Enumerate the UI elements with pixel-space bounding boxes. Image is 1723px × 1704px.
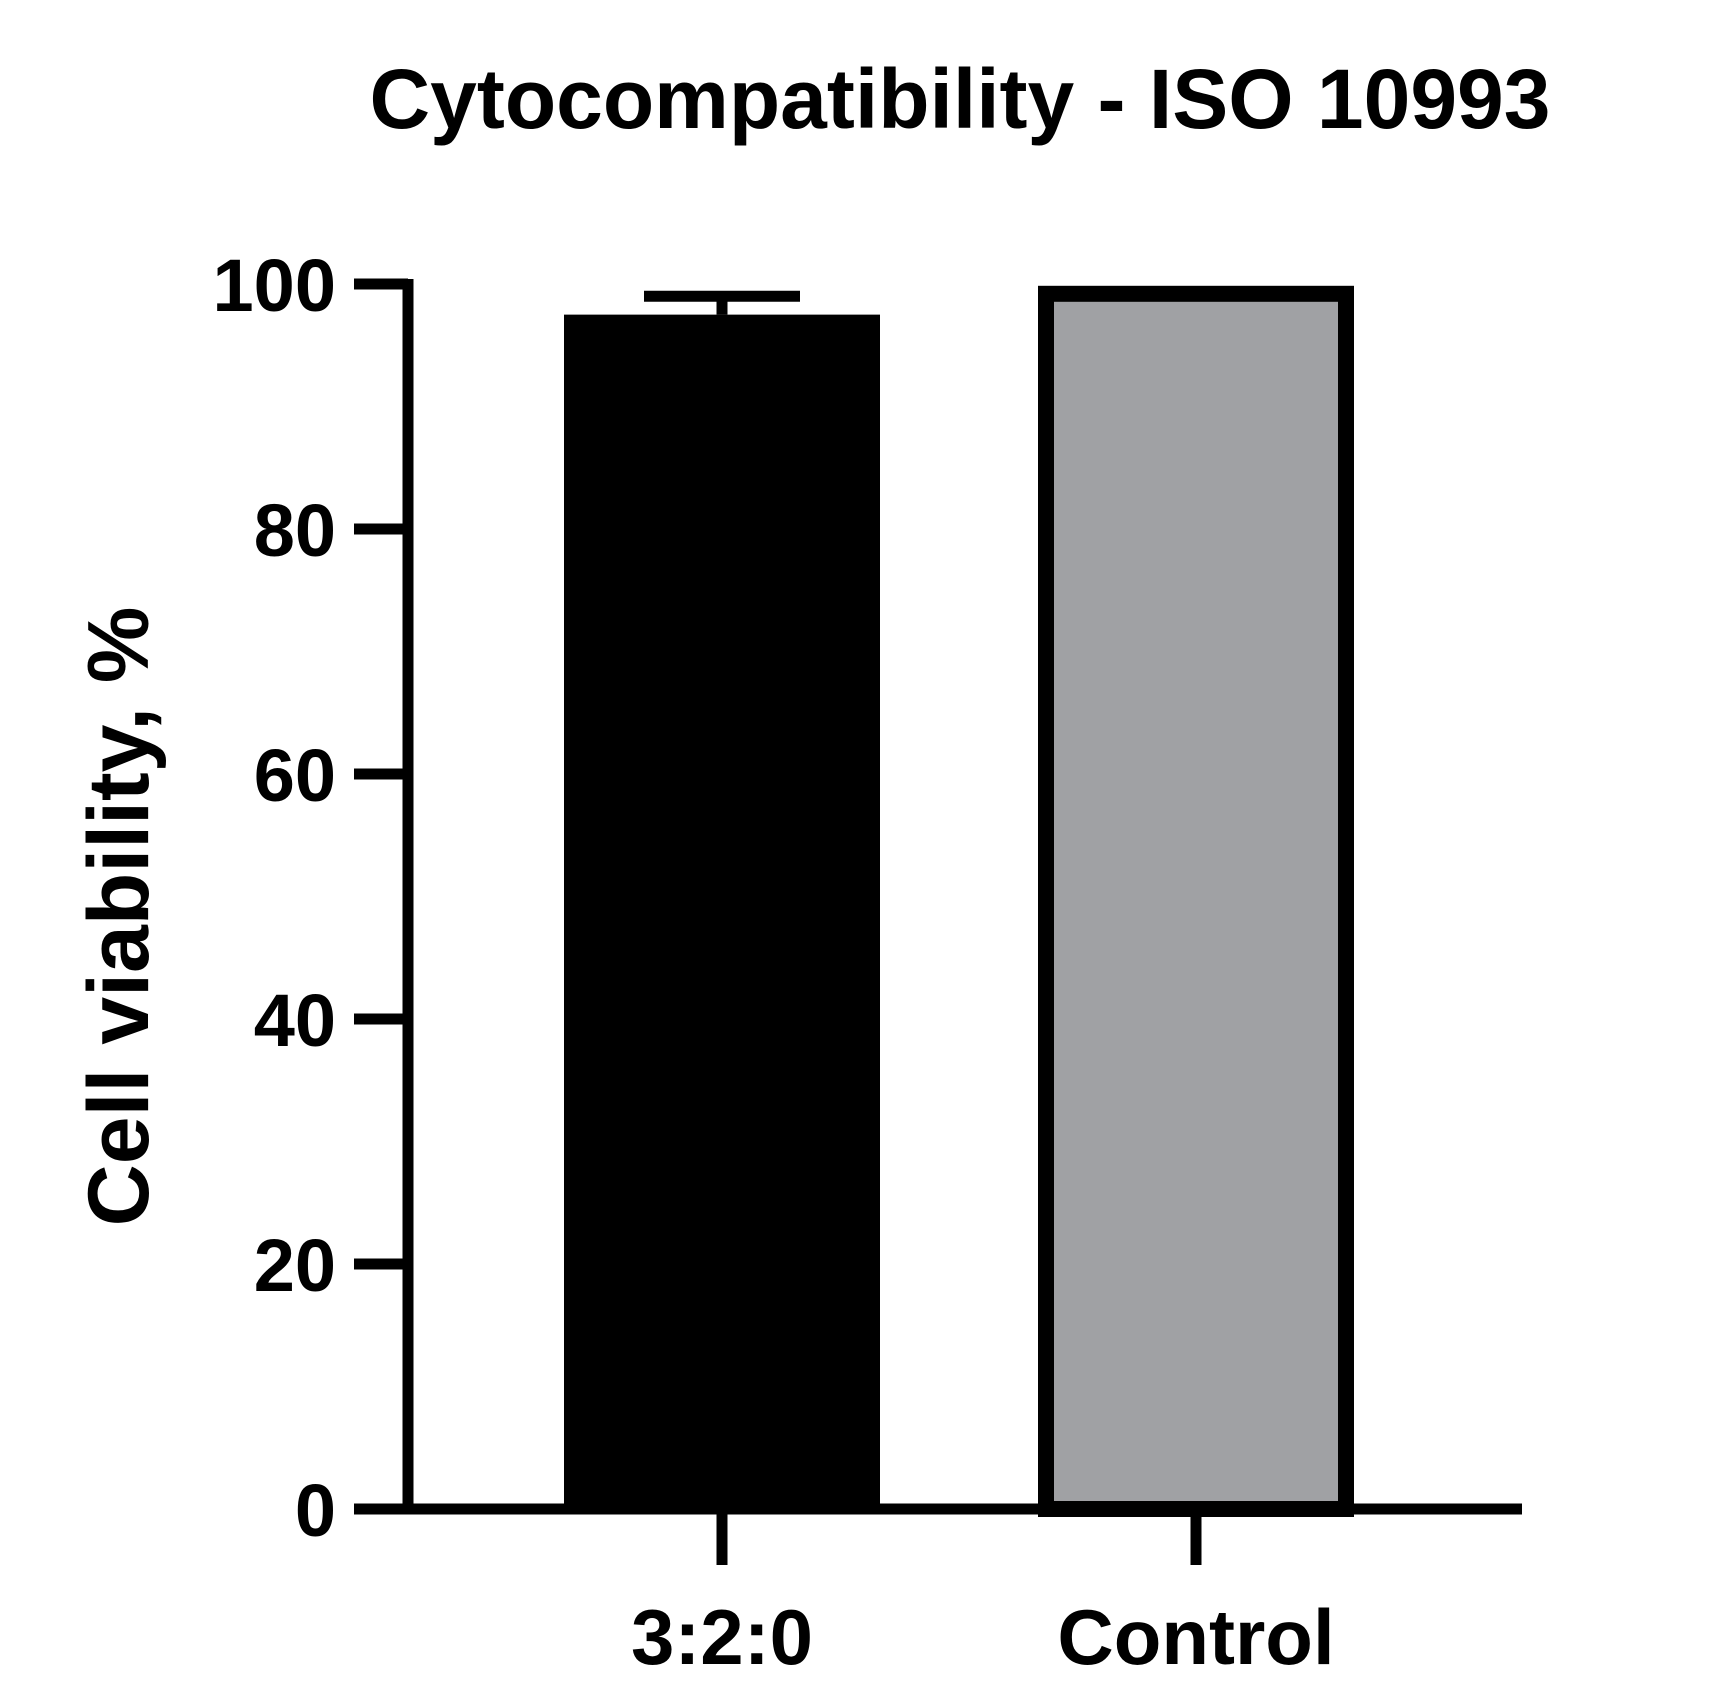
- chart-title: Cytocompatibility - ISO 10993: [369, 52, 1550, 146]
- bar-3-2-0: [564, 314, 880, 1509]
- y-tick-label: 60: [254, 734, 336, 817]
- y-tick-label: 20: [254, 1224, 336, 1307]
- y-tick-label: 80: [254, 489, 336, 572]
- x-tick-label: Control: [1057, 1593, 1334, 1681]
- plot-area: 3:2:0 Control 0 20 40 60 80 100: [213, 244, 1522, 1681]
- y-tick-label: 100: [213, 244, 336, 327]
- x-tick-label: 3:2:0: [631, 1593, 813, 1681]
- bar-control: [1038, 285, 1354, 1517]
- y-tick-label: 40: [254, 979, 336, 1062]
- y-tick-label: 0: [295, 1469, 336, 1552]
- y-axis-label: Cell viability, %: [71, 607, 167, 1227]
